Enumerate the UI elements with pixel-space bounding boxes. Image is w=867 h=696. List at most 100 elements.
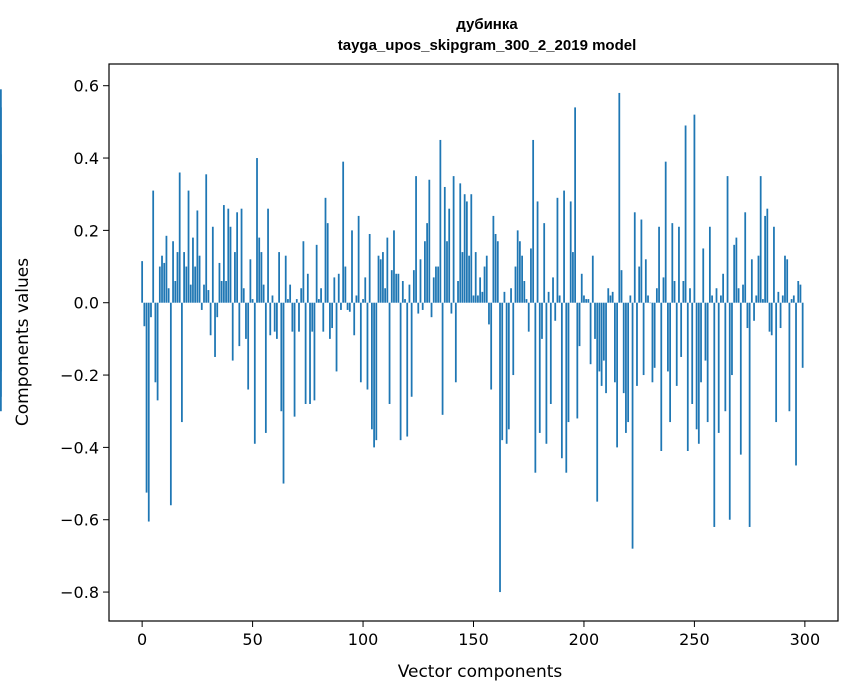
bar bbox=[477, 295, 479, 303]
bar bbox=[302, 241, 305, 303]
bar bbox=[220, 281, 223, 303]
bar bbox=[335, 302, 338, 372]
bar bbox=[507, 302, 510, 430]
bar bbox=[441, 302, 444, 415]
bar bbox=[311, 302, 314, 332]
bar bbox=[625, 302, 627, 433]
bar bbox=[211, 226, 214, 303]
bar bbox=[530, 248, 532, 303]
bar bbox=[410, 302, 413, 397]
bar bbox=[150, 302, 152, 318]
bar bbox=[344, 266, 347, 303]
bar bbox=[773, 226, 775, 303]
bar bbox=[161, 255, 163, 303]
bar bbox=[496, 241, 499, 303]
bar bbox=[519, 241, 521, 303]
bar bbox=[711, 295, 713, 303]
x-tick-label: 0 bbox=[137, 630, 147, 649]
bar bbox=[766, 208, 769, 303]
bar bbox=[189, 284, 192, 303]
bar bbox=[527, 302, 530, 332]
bar bbox=[313, 302, 316, 401]
y-tick-label: 0.4 bbox=[74, 149, 99, 168]
bar bbox=[689, 288, 691, 303]
x-tick-label: 100 bbox=[348, 630, 379, 649]
bar bbox=[479, 277, 482, 303]
bar bbox=[461, 252, 464, 303]
bar bbox=[739, 302, 742, 455]
bar bbox=[253, 302, 256, 444]
bar bbox=[156, 302, 159, 401]
bar bbox=[490, 302, 493, 390]
bar bbox=[340, 302, 342, 310]
bar bbox=[655, 288, 658, 303]
bar bbox=[627, 302, 630, 423]
bar bbox=[278, 252, 280, 303]
bar bbox=[247, 302, 250, 390]
y-tick-label: 0.0 bbox=[74, 294, 99, 313]
bar bbox=[651, 302, 654, 383]
bar bbox=[187, 190, 190, 303]
bar bbox=[552, 277, 554, 303]
bar bbox=[534, 302, 537, 473]
bar bbox=[152, 190, 155, 303]
bar bbox=[541, 302, 543, 339]
bar bbox=[256, 158, 258, 303]
bar bbox=[293, 302, 296, 417]
bar bbox=[563, 190, 565, 303]
x-tick-label: 200 bbox=[569, 630, 600, 649]
bar bbox=[282, 302, 285, 484]
bar bbox=[715, 288, 718, 303]
bar bbox=[742, 284, 744, 303]
bar bbox=[784, 255, 786, 303]
bar bbox=[222, 205, 225, 303]
bar bbox=[326, 223, 329, 303]
bar bbox=[538, 302, 541, 433]
bar bbox=[459, 183, 462, 303]
bar bbox=[706, 302, 709, 423]
bar bbox=[693, 114, 696, 303]
bar bbox=[229, 226, 232, 303]
bar bbox=[359, 302, 362, 383]
bar bbox=[770, 302, 773, 336]
bar bbox=[678, 226, 680, 303]
bar bbox=[640, 219, 643, 303]
bar bbox=[470, 194, 473, 303]
bar bbox=[594, 302, 596, 339]
bar bbox=[636, 302, 638, 386]
bar bbox=[452, 176, 455, 303]
bar bbox=[598, 302, 601, 372]
bar bbox=[708, 226, 711, 303]
bar bbox=[755, 295, 758, 303]
bar bbox=[406, 302, 409, 437]
bar bbox=[638, 266, 641, 303]
bar bbox=[602, 302, 605, 361]
bar bbox=[446, 241, 448, 303]
bar bbox=[251, 299, 254, 303]
bar bbox=[797, 281, 800, 303]
bar bbox=[543, 223, 546, 303]
bar bbox=[799, 284, 802, 303]
bar bbox=[262, 284, 265, 303]
bar bbox=[697, 302, 700, 444]
bar bbox=[671, 223, 674, 303]
bar bbox=[304, 302, 307, 404]
bar bbox=[585, 299, 588, 303]
x-tick-label: 150 bbox=[458, 630, 489, 649]
bar bbox=[468, 255, 470, 303]
bar bbox=[419, 259, 422, 303]
bar bbox=[306, 273, 309, 303]
bar bbox=[0, 302, 2, 412]
y-tick-label: 0.2 bbox=[74, 221, 99, 240]
bar bbox=[600, 302, 603, 386]
bar bbox=[567, 302, 570, 423]
bar bbox=[181, 302, 183, 423]
bar bbox=[397, 273, 400, 303]
bar bbox=[379, 259, 382, 303]
bar bbox=[494, 233, 497, 303]
bar bbox=[216, 302, 219, 318]
bar bbox=[357, 215, 360, 303]
bar bbox=[616, 302, 618, 448]
bar bbox=[258, 237, 261, 303]
bar bbox=[143, 302, 146, 327]
